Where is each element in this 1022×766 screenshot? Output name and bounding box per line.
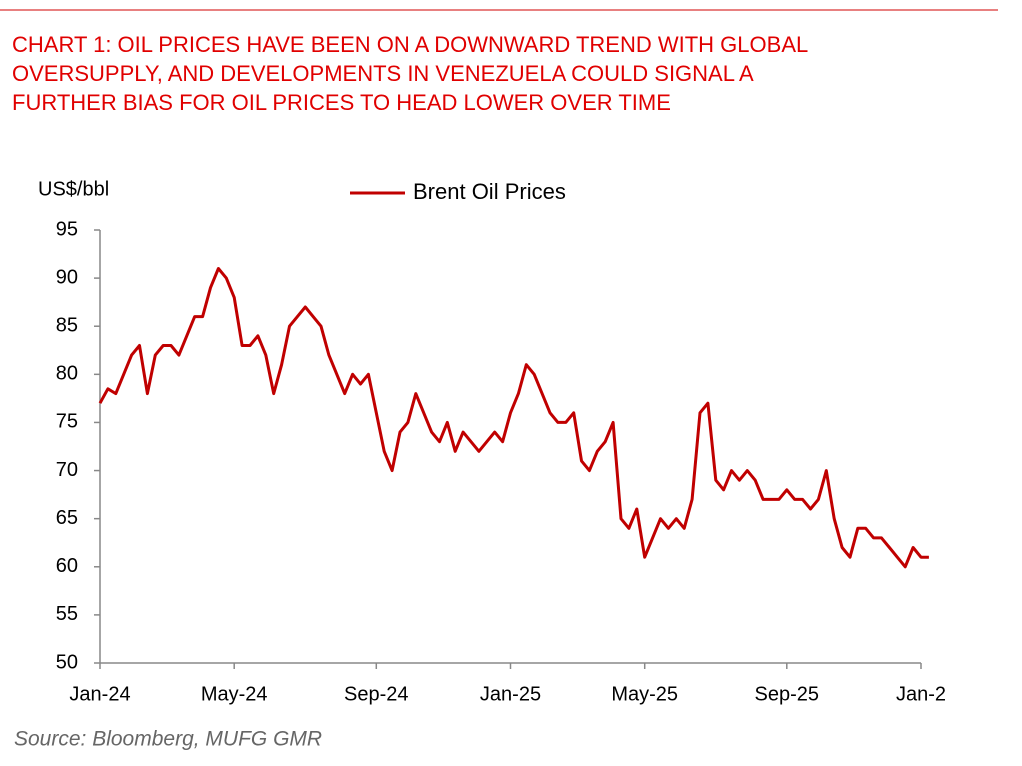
y-tick-label: 80 <box>56 363 78 385</box>
y-tick-label: 55 <box>56 603 78 625</box>
chart-title: CHART 1: OIL PRICES HAVE BEEN ON A DOWNW… <box>12 32 808 57</box>
y-tick-label: 90 <box>56 266 78 288</box>
y-tick-label: 85 <box>56 315 78 337</box>
series-line <box>98 267 929 569</box>
source: Source: Bloomberg, MUFG GMR <box>14 728 322 751</box>
y-tick-label: 50 <box>56 651 78 673</box>
x-tick-label: Jan-2 <box>896 683 946 705</box>
y-tick-label: 65 <box>56 507 78 529</box>
x-tick-label: Jan-25 <box>480 683 541 705</box>
x-tick-label: May-25 <box>611 683 678 705</box>
y-tick-label: 95 <box>56 218 78 240</box>
x-tick-label: Sep-24 <box>344 683 409 705</box>
x-tick-label: Sep-25 <box>755 683 820 705</box>
x-tick-label: May-24 <box>201 683 268 705</box>
x-tick-label: Jan-24 <box>69 683 130 705</box>
y-tick-label: 60 <box>56 555 78 577</box>
y-axis-label: US$/bbl <box>38 178 109 200</box>
chart-title: FURTHER BIAS FOR OIL PRICES TO HEAD LOWE… <box>12 90 671 115</box>
chart-title: OVERSUPPLY, AND DEVELOPMENTS IN VENEZUEL… <box>12 61 754 86</box>
y-tick-label: 75 <box>56 411 78 433</box>
legend-label: Brent Oil Prices <box>413 179 566 204</box>
y-tick-label: 70 <box>56 459 78 481</box>
